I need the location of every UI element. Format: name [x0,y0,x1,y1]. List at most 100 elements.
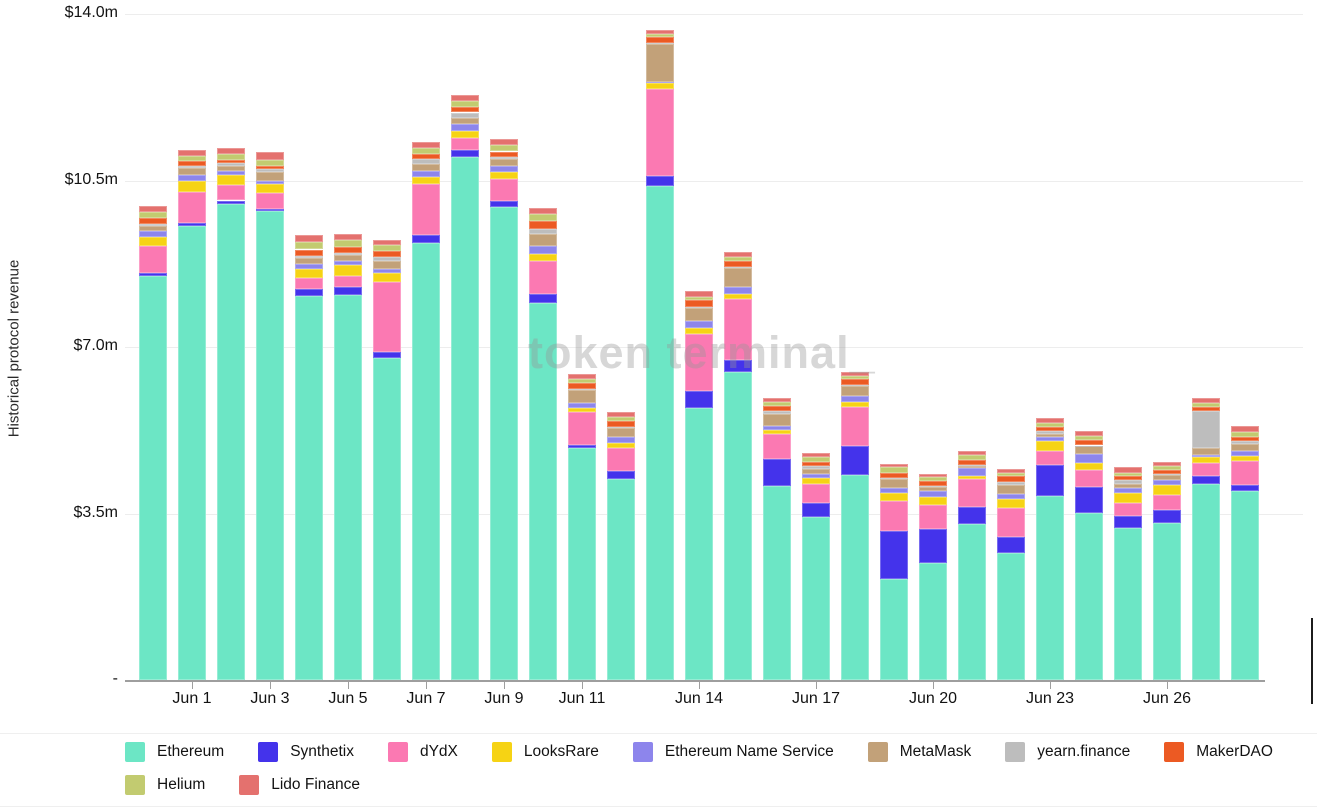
segment-metamask[interactable] [334,255,362,262]
segment-makerdao[interactable] [295,249,323,256]
segment-yearn-finance[interactable] [139,223,167,226]
bar-jun-19[interactable] [880,14,908,680]
segment-ethereum[interactable] [1075,513,1103,680]
segment-metamask[interactable] [1192,447,1220,455]
segment-looksrare[interactable] [919,497,947,506]
segment-lido-finance[interactable] [763,398,791,403]
segment-ethereum-name-service[interactable] [295,263,323,269]
segment-ethereum[interactable] [802,516,830,680]
segment-yearn-finance[interactable] [1036,430,1064,434]
segment-looksrare[interactable] [412,176,440,184]
bar-jun-24[interactable] [1075,14,1103,680]
segment-ethereum[interactable] [568,447,596,680]
segment-lido-finance[interactable] [178,149,206,156]
segment-helium[interactable] [646,33,674,38]
segment-yearn-finance[interactable] [217,163,245,167]
segment-ethereum[interactable] [295,296,323,680]
segment-lido-finance[interactable] [1075,431,1103,437]
segment-synthetix[interactable] [685,390,713,408]
segment-metamask[interactable] [997,485,1025,494]
segment-ethereum-name-service[interactable] [919,491,947,498]
segment-yearn-finance[interactable] [1231,440,1259,444]
segment-helium[interactable] [1153,465,1181,470]
bar-jun-10[interactable] [529,14,557,680]
bar-jun-14[interactable] [685,14,713,680]
segment-makerdao[interactable] [256,165,284,169]
segment-ethereum[interactable] [685,407,713,680]
segment-dydx[interactable] [373,281,401,352]
segment-yearn-finance[interactable] [412,159,440,165]
segment-ethereum-name-service[interactable] [139,230,167,238]
segment-lido-finance[interactable] [256,152,284,160]
legend-item-looksrare[interactable]: LooksRare [491,742,599,762]
segment-yearn-finance[interactable] [997,481,1025,486]
segment-dydx[interactable] [607,447,635,471]
segment-helium[interactable] [412,147,440,154]
segment-helium[interactable] [763,402,791,406]
segment-ethereum-name-service[interactable] [334,261,362,266]
segment-dydx[interactable] [724,299,752,361]
segment-helium[interactable] [217,154,245,160]
segment-ethereum-name-service[interactable] [1153,479,1181,485]
segment-looksrare[interactable] [724,294,752,300]
bar-jun-9[interactable] [490,14,518,680]
segment-synthetix[interactable] [373,351,401,358]
segment-ethereum-name-service[interactable] [1075,453,1103,463]
segment-yearn-finance[interactable] [880,477,908,479]
segment-yearn-finance[interactable] [1114,480,1142,485]
segment-makerdao[interactable] [802,462,830,466]
segment-ethereum[interactable] [724,372,752,680]
segment-metamask[interactable] [256,172,284,181]
segment-lido-finance[interactable] [334,233,362,240]
segment-makerdao[interactable] [334,247,362,254]
bar-jun-11[interactable] [568,14,596,680]
segment-lido-finance[interactable] [412,141,440,148]
segment-metamask[interactable] [919,487,947,492]
segment-ethereum[interactable] [451,157,479,680]
bar-jun-5[interactable] [334,14,362,680]
segment-synthetix[interactable] [178,223,206,226]
segment-synthetix[interactable] [1192,475,1220,485]
segment-ethereum-name-service[interactable] [568,403,596,409]
segment-dydx[interactable] [1075,469,1103,487]
segment-metamask[interactable] [490,158,518,166]
segment-dydx[interactable] [451,138,479,151]
segment-makerdao[interactable] [139,217,167,224]
segment-synthetix[interactable] [997,536,1025,553]
segment-lido-finance[interactable] [607,412,635,418]
segment-metamask[interactable] [1036,433,1064,438]
segment-helium[interactable] [958,454,986,460]
segment-ethereum-name-service[interactable] [490,165,518,172]
segment-helium[interactable] [256,159,284,166]
segment-lido-finance[interactable] [997,468,1025,473]
segment-ethereum[interactable] [763,485,791,680]
legend-item-metamask[interactable]: MetaMask [867,742,971,762]
segment-synthetix[interactable] [451,150,479,158]
segment-yearn-finance[interactable] [919,486,947,488]
legend-item-makerdao[interactable]: MakerDAO [1164,742,1273,762]
segment-synthetix[interactable] [1231,484,1259,492]
segment-lido-finance[interactable] [802,453,830,457]
segment-synthetix[interactable] [1075,486,1103,514]
segment-lido-finance[interactable] [451,94,479,102]
segment-ethereum[interactable] [1036,495,1064,680]
bar-jun-22[interactable] [997,14,1025,680]
segment-metamask[interactable] [646,44,674,82]
segment-lido-finance[interactable] [217,148,245,155]
legend-item-ethereum[interactable]: Ethereum [125,742,224,762]
segment-dydx[interactable] [256,193,284,209]
segment-yearn-finance[interactable] [295,255,323,258]
segment-lido-finance[interactable] [880,463,908,468]
segment-ethereum-name-service[interactable] [178,175,206,181]
segment-dydx[interactable] [1231,461,1259,485]
segment-helium[interactable] [139,212,167,218]
segment-ethereum[interactable] [997,552,1025,680]
segment-lido-finance[interactable] [685,291,713,297]
segment-metamask[interactable] [217,166,245,172]
bar-jun-27[interactable] [1192,14,1220,680]
segment-yearn-finance[interactable] [178,166,206,169]
segment-looksrare[interactable] [958,475,986,479]
segment-makerdao[interactable] [1153,469,1181,474]
segment-helium[interactable] [724,257,752,261]
segment-synthetix[interactable] [412,234,440,243]
